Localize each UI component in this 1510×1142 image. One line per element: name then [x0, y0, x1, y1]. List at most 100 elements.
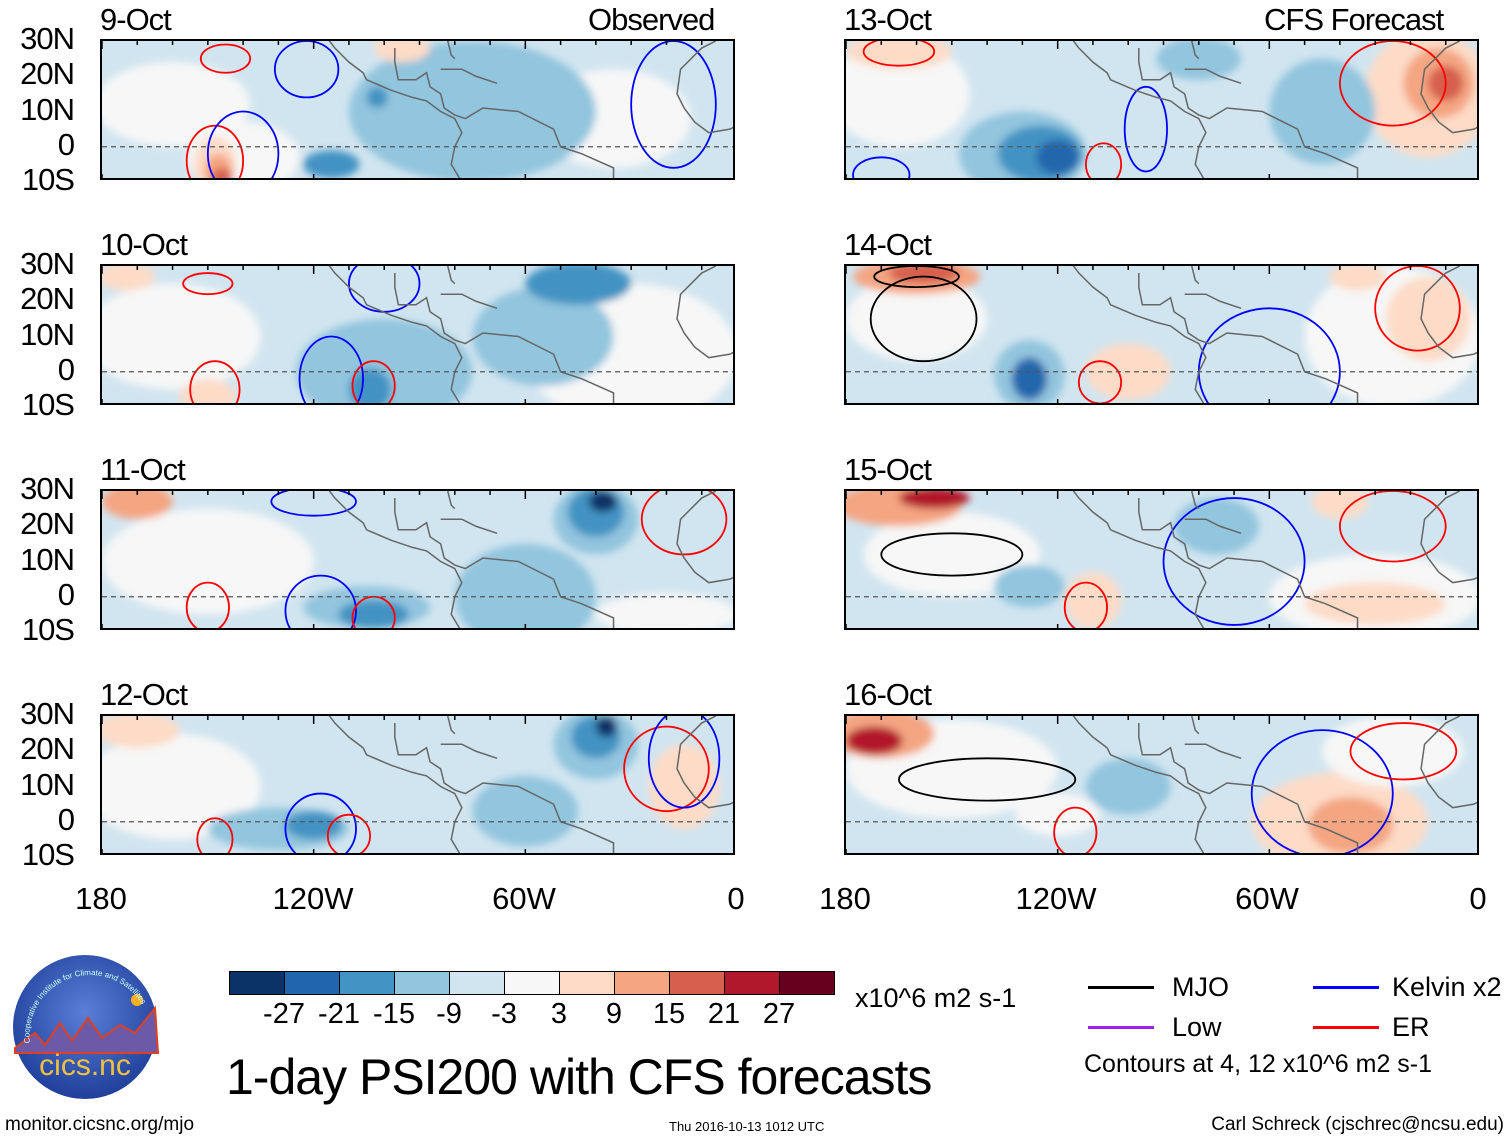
map-panel: [844, 39, 1479, 180]
anomaly-region: [863, 512, 1041, 597]
colorbar-tick: 27: [762, 998, 796, 1030]
wave-contour: [185, 581, 230, 628]
colorbar-tick: 21: [707, 998, 741, 1030]
footer-author: Carl Schreck (cjschrec@ncsu.edu): [1211, 1114, 1504, 1135]
map-panel: [100, 489, 735, 630]
lat-label: 10N: [20, 91, 75, 127]
legend-line-er: [1313, 1026, 1379, 1029]
wave-contour: [270, 491, 357, 517]
anomaly-region: [1015, 793, 1100, 836]
wave-contour: [640, 491, 728, 556]
wave-contour: [1077, 360, 1123, 403]
coastline: [1072, 491, 1477, 628]
legend-label: Kelvin x2: [1392, 972, 1502, 1002]
wave-contour: [869, 275, 978, 363]
anomaly-region: [1311, 491, 1369, 520]
lon-label: 120W: [1015, 881, 1097, 916]
anomaly-region: [102, 283, 261, 390]
wave-contour: [1084, 142, 1123, 178]
anomaly-region: [1308, 797, 1393, 853]
wave-contour: [623, 725, 710, 813]
panel-date: 15-Oct: [844, 452, 932, 487]
lat-label: 20N: [20, 281, 75, 317]
lat-label: 20N: [20, 56, 75, 92]
colorbar-swatch: [614, 971, 670, 995]
legend-line-kelvin: [1313, 986, 1379, 989]
colorbar-tick: 3: [550, 998, 568, 1030]
lat-label: 10S: [21, 162, 75, 197]
wave-contour: [189, 360, 241, 403]
lon-label: 0: [1469, 881, 1487, 916]
anomaly-region: [102, 266, 155, 291]
lat-label: 20N: [20, 731, 75, 767]
anomaly-region: [472, 287, 614, 386]
wave-contour: [1053, 806, 1098, 853]
cics-logo: Cooperative Institute for Climate and Sa…: [13, 955, 160, 1099]
wave-contour: [873, 266, 960, 289]
coastline: [1072, 266, 1477, 403]
colorbar-swatch: [669, 971, 725, 995]
anomaly-region: [1304, 582, 1446, 625]
colorbar-tick: 9: [605, 998, 623, 1030]
anomaly-region: [373, 41, 431, 63]
anomaly-region: [846, 41, 952, 70]
anomaly-region: [588, 491, 618, 513]
colorbar-swatch: [229, 971, 285, 995]
lat-label: 30N: [20, 246, 75, 281]
legend-line-mjo: [1088, 986, 1154, 989]
anomaly-region: [348, 41, 596, 178]
colorbar-swatch: [724, 971, 780, 995]
lat-label: 10N: [20, 316, 75, 352]
anomaly-region: [1156, 41, 1242, 80]
colorbar-units: x10^6 m2 s-1: [855, 983, 1017, 1013]
wave-contour: [284, 792, 357, 853]
legend-label: Low: [1172, 1012, 1222, 1042]
colorbar-swatch: [779, 971, 835, 995]
panel-date: 12-Oct: [100, 677, 188, 712]
anomaly-region: [1085, 758, 1171, 815]
anomaly-region: [648, 744, 720, 829]
lat-label: 30N: [20, 21, 75, 56]
footer-url[interactable]: monitor.cicsnc.org/mjo: [5, 1114, 195, 1135]
lon-label: 0: [727, 881, 745, 916]
lat-label: 0: [57, 351, 75, 387]
colorbar-tick: -3: [491, 998, 517, 1030]
anomaly-region: [1329, 266, 1386, 291]
anomaly-region: [846, 276, 988, 362]
lon-label: 180: [819, 881, 871, 916]
lon-label: 120W: [272, 881, 354, 916]
anomaly-region: [472, 775, 579, 847]
wave-contour: [1063, 581, 1108, 628]
wave-contour: [1374, 266, 1461, 352]
logo-text: cics.nc: [39, 1049, 131, 1082]
anomaly-region: [348, 368, 392, 403]
panel-date: 10-Oct: [100, 227, 188, 262]
panel-date: 9-Oct: [100, 2, 172, 37]
lat-label: 30N: [20, 696, 75, 731]
anomaly-region: [366, 86, 388, 108]
map-panel: [100, 264, 735, 405]
wave-contour: [1123, 85, 1168, 173]
lat-label: 0: [57, 801, 75, 837]
wave-contour: [326, 813, 372, 853]
anomaly-region: [1322, 716, 1464, 787]
wave-contour: [630, 41, 717, 169]
anomaly-region: [994, 565, 1065, 608]
panel-date: 16-Oct: [844, 677, 932, 712]
anomaly-region: [1064, 572, 1122, 628]
anomaly-region: [296, 318, 473, 403]
coastline: [1072, 716, 1477, 853]
colorbar-tick: -27: [263, 998, 305, 1030]
lat-label: 10N: [20, 541, 75, 577]
wave-contour: [298, 335, 364, 403]
legend-label: MJO: [1172, 972, 1229, 1002]
forecast-header: CFS Forecast: [1264, 2, 1444, 37]
map-panel: [844, 714, 1479, 855]
wave-contour: [182, 272, 234, 296]
anomaly-region: [338, 600, 409, 628]
colorbar-tick: 15: [652, 998, 686, 1030]
anomaly-region: [102, 716, 180, 748]
anomaly-region: [1269, 58, 1376, 165]
anomaly-region: [285, 811, 342, 840]
observed-header: Observed: [588, 2, 715, 37]
